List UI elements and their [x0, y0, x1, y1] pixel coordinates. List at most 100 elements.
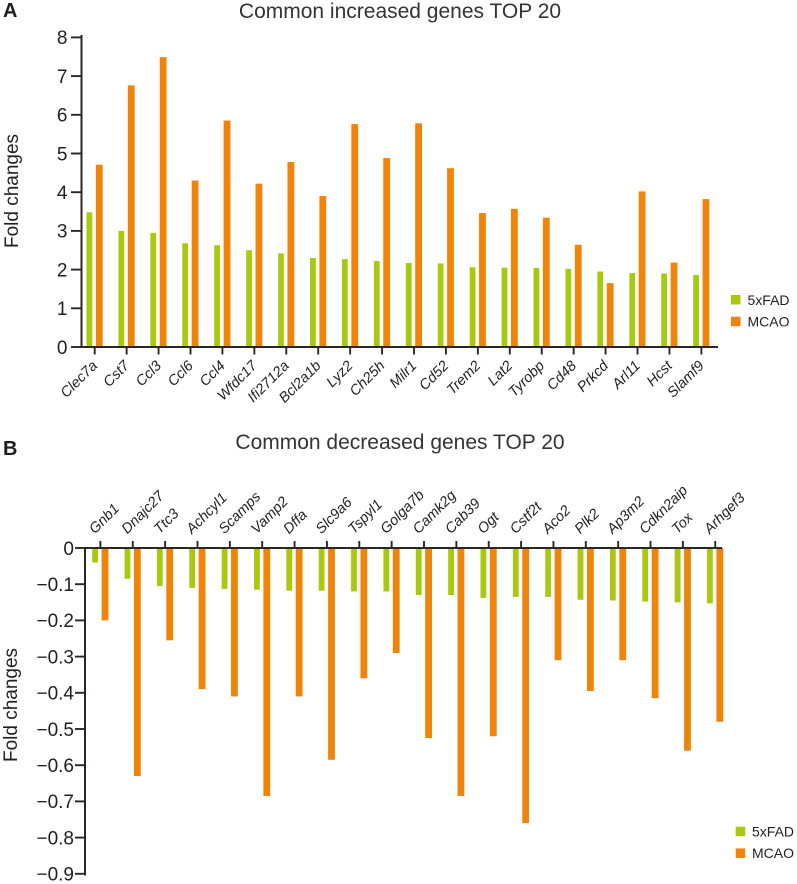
panel-a-bar-mcao-arl11 [638, 191, 646, 347]
panel-b-bar-5xfad-arhgef3 [707, 548, 713, 604]
panel-a-bar-5xfad-clec7a [86, 212, 93, 347]
panel-b-bar-mcao-gnb1 [101, 548, 109, 621]
panel-b-bar-mcao-aco2 [554, 548, 562, 661]
panel-b-bar-5xfad-gnb1 [92, 548, 98, 563]
panel-b-letter: B [3, 438, 18, 460]
panel-b-bar-5xfad-golga7b [383, 548, 390, 592]
panel-a-y-tick-label: 0 [57, 338, 68, 359]
panel-b-bar-5xfad-achcyl1 [189, 548, 196, 588]
panel-b-bar-mcao-golga7b [392, 548, 400, 653]
panel-b-bar-mcao-arhgef3 [716, 548, 724, 722]
panel-a-x-tick-label-clec7a: Clec7a [58, 358, 101, 401]
panel-b-bar-5xfad-cab39 [448, 548, 454, 596]
panel-a-bar-5xfad-cst7 [118, 230, 125, 347]
panel-b-series-mcao [101, 548, 724, 824]
panel-a-plot: 0 1 2 3 4 5 6 7 8 Clec7a Cst7 Ccl3 Ccl6 Ccl4Wfdc17Ifi… [2, 28, 790, 406]
panel-b-x-tick-label-cstf2t: Cstf2t [507, 499, 546, 538]
panel-a-y-tick-label: 7 [57, 67, 68, 88]
panel-b-y-tick-label: −0.6 [36, 756, 74, 777]
panel-a-bar-mcao-ch25h [383, 158, 391, 347]
panel-b-bar-mcao-cdkn2aip [651, 548, 659, 699]
panel-a-x-tick-label-ccl6: Ccl6 [165, 357, 197, 389]
panel-a-bar-mcao-slamf9 [702, 199, 710, 347]
panel-b-series-5xfad [92, 548, 713, 604]
panel-a-y-tick-label: 3 [57, 222, 68, 243]
panel-a-bar-mcao-ccl4 [223, 120, 231, 347]
panel-a-bar-5xfad-bcl2a1b [310, 257, 316, 347]
panel-b-bar-mcao-plk2 [587, 548, 594, 691]
panel-a-y-tick-label: 2 [57, 260, 68, 281]
panel-a-x-tick-label-arl11: Arl11 [609, 358, 644, 393]
panel-a-x-tick-label-slamf9: Slamf9 [664, 358, 707, 401]
panel-b-axes [84, 547, 722, 876]
panel-b-bar-5xfad-tspyl1 [351, 548, 357, 592]
panel-a-bar-5xfad-ccl3 [150, 232, 157, 347]
panel-a-y-ticks: 0 1 2 3 4 5 6 7 8 [57, 28, 81, 359]
panel-a-bar-5xfad-ifi2712a [278, 253, 284, 347]
panel-b-bar-5xfad-vamp2 [254, 548, 260, 590]
panel-b-legend-swatch-mcao [735, 848, 746, 858]
panel-b-bar-5xfad-ap3m2 [609, 548, 616, 601]
panel-b-bar-5xfad-ogt [480, 548, 487, 598]
panel-a-bar-mcao-cd48 [574, 244, 582, 347]
panel-b-bar-mcao-tspyl1 [360, 548, 368, 679]
panel-a-letter: A [3, 0, 18, 22]
panel-a-bar-mcao-bcl2a1b [319, 196, 327, 347]
panel-b-x-tick-label-ogt: Ogt [475, 509, 504, 538]
panel-b-legend-label-5xfad: 5xFAD [752, 824, 794, 840]
panel-a-bar-mcao-cst7 [127, 85, 135, 347]
panel-b-x-tick-label-gnb1: Gnb1 [86, 501, 122, 537]
panel-b-bar-5xfad-aco2 [545, 548, 552, 597]
panel-b-bar-5xfad-camk2g [415, 548, 422, 596]
panel-b-y-tick-label: −0.4 [36, 684, 74, 705]
panel-a-bar-5xfad-cd48 [565, 268, 572, 347]
panel-a-bar-5xfad-hcst [661, 273, 668, 347]
panel-b-x-tick-label-plk2: Plk2 [572, 506, 603, 537]
panel-a-legend-label-5xfad: 5xFAD [748, 292, 790, 308]
panel-a-bar-5xfad-ccl4 [214, 245, 221, 347]
panel-b-bar-5xfad-ttc3 [156, 548, 163, 587]
panel-a-bar-5xfad-lat2 [501, 267, 508, 347]
panel-a-y-tick-label: 1 [57, 299, 68, 320]
panel-b-legend-label-mcao: MCAO [752, 845, 794, 861]
panel-a-x-tick-label-prkcd: Prkcd [574, 357, 612, 395]
panel-b-bar-5xfad-slc9a6 [318, 548, 325, 591]
panel-a-legend-swatch-mcao [731, 316, 741, 327]
panel-a-x-tick-label-ch25h: Ch25h [347, 358, 389, 400]
panel-b-x-tick-label-tox: Tox [669, 509, 697, 537]
panel-a-bar-mcao-lat2 [510, 208, 518, 347]
panel-b-y-tick-label: −0.1 [36, 575, 74, 596]
panel-a-bar-mcao-ccl6 [191, 180, 199, 347]
panel-a-x-tick-label-cd48: Cd48 [544, 358, 580, 394]
panel-b-x-tick-label-arhgef3: Arhgef3 [701, 490, 749, 538]
panel-a-x-ticks: Clec7a Cst7 Ccl3 Ccl6 Ccl4Wfdc17Ifi2712aBcl2… [58, 347, 708, 406]
panel-b-title: Common decreased genes TOP 20 [235, 431, 565, 454]
panel-a-x-tick-label-cst7: Cst7 [101, 357, 134, 390]
panel-a-bar-mcao-ifi2712a [287, 162, 295, 347]
panel-b-bar-mcao-achcyl1 [198, 548, 206, 690]
panel-b-bar-5xfad-tox [674, 548, 681, 603]
panel-b-plot: 0 −0.1 −0.2 −0.3 −0.4 −0.5 −0.6 −0.7 −0.8 −0.9 Gnb… [1, 483, 794, 884]
panel-b-bar-mcao-ogt [489, 548, 497, 737]
panel-a-bar-5xfad-wfdc17 [246, 250, 252, 347]
panel-b-y-tick-label: −0.3 [36, 647, 74, 668]
panel-b-legend: 5xFAD MCAO [735, 824, 794, 861]
panel-a-x-tick-label-trem2: Trem2 [444, 358, 484, 398]
panel-b-bar-5xfad-dnajc27 [124, 548, 131, 579]
panel-a-bar-5xfad-cd52 [437, 263, 444, 347]
panel-b-bar-mcao-cab39 [457, 548, 465, 796]
panel-b-y-tick-label: −0.5 [36, 720, 74, 741]
panel-b-bar-5xfad-plk2 [577, 548, 584, 600]
panel-a-bar-5xfad-ch25h [373, 261, 380, 347]
panel-a-bar-5xfad-prkcd [597, 271, 604, 347]
panel-a-y-tick-label: 8 [57, 28, 68, 49]
panel-b-bar-5xfad-dffa [286, 548, 293, 591]
panel-b-bar-mcao-scamps [231, 548, 238, 697]
panel-b-bar-mcao-cstf2t [522, 548, 530, 824]
panel-b-bar-mcao-vamp2 [263, 548, 271, 796]
panel-a-legend-swatch-5xfad [731, 295, 741, 305]
panel-b-bar-mcao-slc9a6 [328, 548, 335, 760]
panel-b-bar-5xfad-cdkn2aip [642, 548, 649, 602]
